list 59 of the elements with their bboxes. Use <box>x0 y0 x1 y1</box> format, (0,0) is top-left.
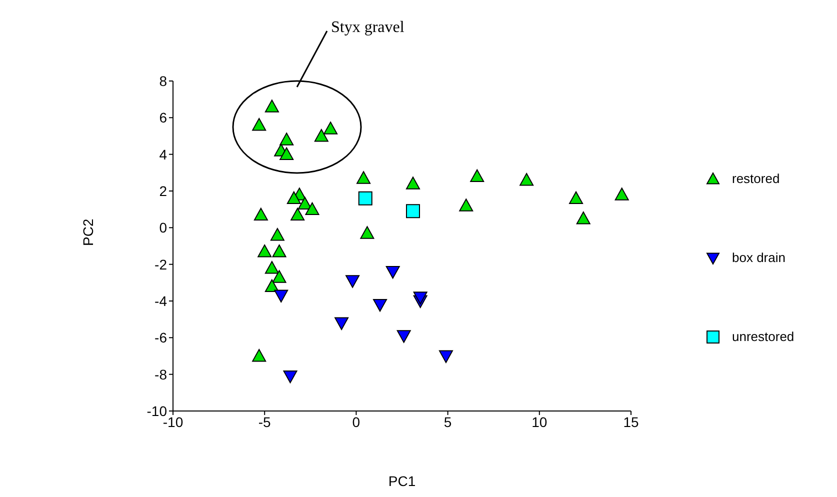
x-tick-label: -5 <box>258 414 272 430</box>
y-tick-label: -4 <box>154 292 168 309</box>
point <box>360 226 374 239</box>
point <box>406 176 420 190</box>
point <box>264 100 279 112</box>
point <box>413 292 428 304</box>
point <box>264 279 279 292</box>
x-tick-label: 0 <box>352 414 360 430</box>
point <box>264 261 279 274</box>
point <box>358 191 372 206</box>
x-tick-label: 15 <box>623 414 639 430</box>
point <box>290 208 305 221</box>
point <box>346 275 360 288</box>
point <box>324 122 338 134</box>
y-tick-label: 8 <box>159 72 168 89</box>
y-axis-title: PC2 <box>80 218 96 246</box>
y-tick-label: -2 <box>154 256 168 272</box>
y-tick-label: 2 <box>159 182 168 199</box>
point <box>272 244 286 258</box>
point <box>280 147 294 160</box>
x-tick-label: 10 <box>532 414 548 430</box>
point <box>520 173 534 186</box>
point <box>356 171 371 184</box>
point <box>373 298 388 312</box>
point <box>254 208 268 221</box>
point <box>252 118 266 131</box>
point <box>334 317 349 330</box>
point <box>280 132 294 146</box>
point <box>252 349 266 362</box>
text: Styx gravel <box>331 19 404 37</box>
x-tick-label: 5 <box>444 414 452 430</box>
x-axis-title: PC1 <box>388 473 416 489</box>
point <box>258 244 272 258</box>
y-tick-label: 6 <box>159 110 168 126</box>
point <box>470 169 484 182</box>
point <box>272 270 286 283</box>
y-tick-label: 0 <box>159 220 168 236</box>
point <box>406 204 420 218</box>
point <box>438 350 453 363</box>
point <box>459 198 474 212</box>
y-tick-label: -10 <box>146 402 168 419</box>
legend-label: unrestored <box>732 329 794 344</box>
point <box>396 330 411 343</box>
point <box>298 196 312 210</box>
point <box>305 202 320 216</box>
point <box>314 129 328 142</box>
y-tick-label: -8 <box>154 366 168 382</box>
legend-label: box drain <box>732 250 786 265</box>
point <box>283 370 298 384</box>
point <box>569 191 584 204</box>
point <box>386 266 400 279</box>
point <box>614 188 629 200</box>
y-tick-label: 4 <box>159 146 168 162</box>
point <box>270 228 284 241</box>
point <box>274 290 288 302</box>
point <box>286 191 301 204</box>
legend-label: restored <box>732 171 780 186</box>
y-tick-label: -6 <box>154 330 168 346</box>
point <box>576 212 590 224</box>
